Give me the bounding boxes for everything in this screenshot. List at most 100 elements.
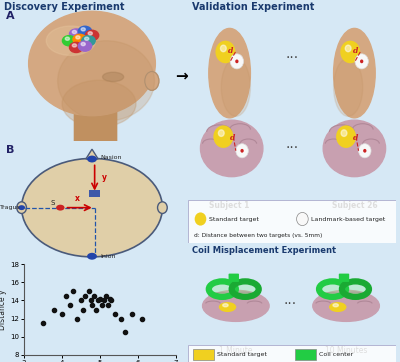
Text: d: Distance between two targets (vs. 5mm): d: Distance between two targets (vs. 5mm… xyxy=(194,233,323,238)
Circle shape xyxy=(345,45,351,52)
Point xyxy=(100,298,107,303)
Circle shape xyxy=(22,159,162,257)
Circle shape xyxy=(82,35,95,46)
Ellipse shape xyxy=(334,58,363,116)
Ellipse shape xyxy=(313,290,379,321)
Point xyxy=(129,311,136,317)
Text: d: d xyxy=(353,47,358,55)
Point xyxy=(59,311,65,317)
Point xyxy=(78,298,84,303)
Text: 1 Minute: 1 Minute xyxy=(219,346,252,355)
Text: y: y xyxy=(102,173,107,182)
Circle shape xyxy=(232,281,259,297)
Circle shape xyxy=(81,42,85,46)
Text: Inion: Inion xyxy=(100,254,116,259)
Circle shape xyxy=(216,41,236,63)
Circle shape xyxy=(213,125,233,148)
Circle shape xyxy=(65,37,70,40)
Text: Discovery Experiment: Discovery Experiment xyxy=(4,2,124,12)
Text: Coil center: Coil center xyxy=(319,352,353,357)
FancyBboxPatch shape xyxy=(193,349,214,359)
Circle shape xyxy=(56,205,64,211)
FancyBboxPatch shape xyxy=(295,349,316,359)
Circle shape xyxy=(87,156,97,163)
Circle shape xyxy=(336,125,356,148)
Text: Standard target: Standard target xyxy=(209,216,259,222)
Circle shape xyxy=(81,28,85,31)
Bar xyxy=(89,190,100,197)
Point xyxy=(122,329,128,335)
Ellipse shape xyxy=(200,120,263,177)
Circle shape xyxy=(72,44,76,47)
Ellipse shape xyxy=(221,58,250,116)
Point xyxy=(89,302,96,308)
Point xyxy=(118,316,124,321)
Polygon shape xyxy=(86,149,98,159)
Circle shape xyxy=(78,26,92,37)
Circle shape xyxy=(358,144,371,158)
Circle shape xyxy=(76,36,80,39)
Circle shape xyxy=(341,130,347,136)
Circle shape xyxy=(62,35,76,46)
Circle shape xyxy=(195,212,206,226)
Circle shape xyxy=(340,41,360,63)
Circle shape xyxy=(236,144,248,158)
Ellipse shape xyxy=(158,202,167,214)
Text: Standard target: Standard target xyxy=(217,352,267,357)
Point xyxy=(93,307,100,312)
FancyBboxPatch shape xyxy=(339,274,349,282)
Point xyxy=(74,316,80,321)
Circle shape xyxy=(72,30,76,34)
Point xyxy=(138,316,145,321)
Text: ...: ... xyxy=(286,137,298,151)
Circle shape xyxy=(220,45,226,52)
Text: S: S xyxy=(51,200,55,206)
Point xyxy=(86,289,92,294)
Circle shape xyxy=(329,302,346,312)
Text: d: d xyxy=(228,47,234,55)
Circle shape xyxy=(360,59,363,63)
Circle shape xyxy=(363,149,366,153)
Text: 10 Minutes: 10 Minutes xyxy=(325,346,367,355)
Ellipse shape xyxy=(62,80,136,127)
Point xyxy=(95,298,101,303)
Ellipse shape xyxy=(102,72,124,81)
Text: Tragus: Tragus xyxy=(0,205,21,210)
Point xyxy=(91,293,98,299)
Ellipse shape xyxy=(17,202,26,214)
Text: Subject 1: Subject 1 xyxy=(210,201,250,210)
Ellipse shape xyxy=(323,120,386,177)
Point xyxy=(102,293,109,299)
Ellipse shape xyxy=(209,29,250,118)
Y-axis label: Distance y: Distance y xyxy=(0,289,7,330)
Point xyxy=(108,298,115,303)
FancyBboxPatch shape xyxy=(228,274,239,282)
Circle shape xyxy=(70,29,83,39)
FancyBboxPatch shape xyxy=(74,108,117,145)
Circle shape xyxy=(88,32,92,35)
Point xyxy=(62,293,69,299)
Circle shape xyxy=(342,281,369,297)
Point xyxy=(112,311,118,317)
Circle shape xyxy=(78,41,92,51)
Point xyxy=(66,302,73,308)
Point xyxy=(70,289,77,294)
Circle shape xyxy=(219,302,236,312)
Point xyxy=(80,307,86,312)
Ellipse shape xyxy=(29,11,155,116)
Circle shape xyxy=(240,149,244,153)
Point xyxy=(82,293,88,299)
Point xyxy=(106,296,113,302)
Ellipse shape xyxy=(58,41,154,121)
Circle shape xyxy=(230,54,244,69)
Ellipse shape xyxy=(46,26,96,55)
Text: ...: ... xyxy=(283,293,296,307)
Circle shape xyxy=(235,59,238,63)
Text: Subject 26: Subject 26 xyxy=(332,201,377,210)
Point xyxy=(97,296,103,302)
Text: A: A xyxy=(6,11,14,21)
Circle shape xyxy=(319,281,346,297)
Text: x: x xyxy=(75,194,80,203)
Circle shape xyxy=(296,212,308,226)
Text: d: d xyxy=(230,134,235,142)
